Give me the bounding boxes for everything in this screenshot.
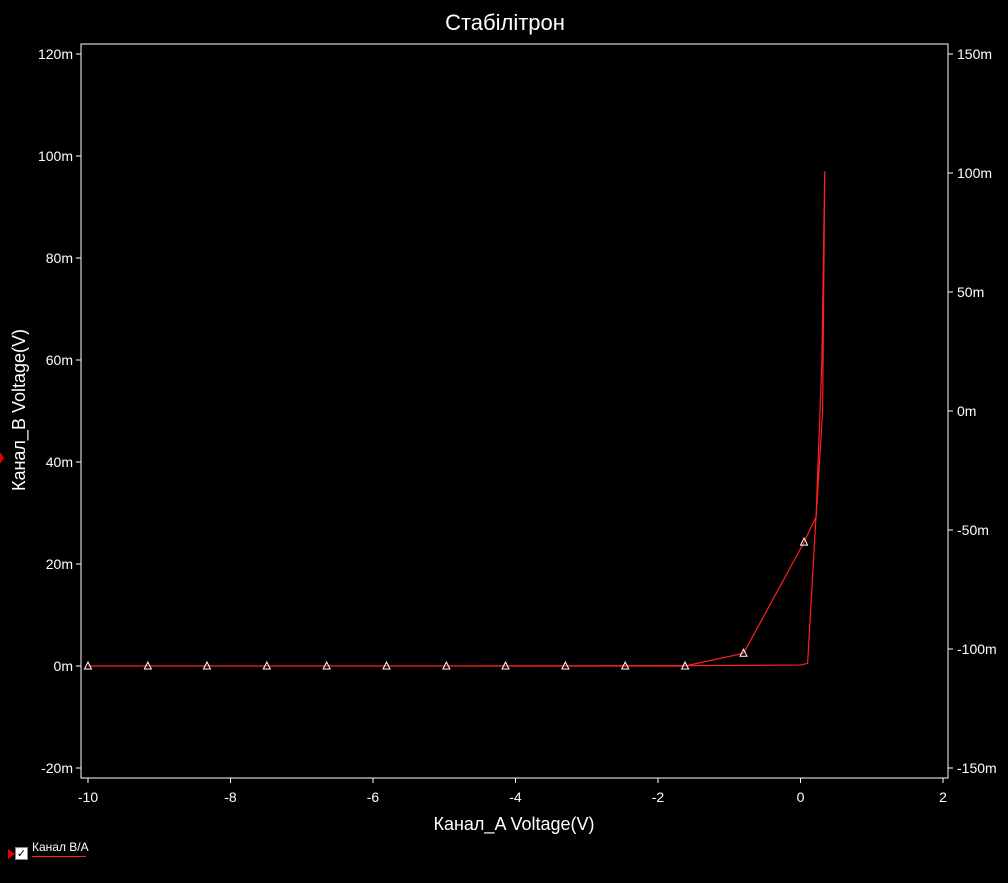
y2-tick-label: -100m	[957, 641, 997, 657]
series-group	[88, 171, 826, 667]
data-point-marker	[442, 660, 451, 670]
x-axis-title: Канал_A Voltage(V)	[433, 814, 594, 835]
x-tick-label: -2	[652, 789, 665, 805]
y2-tick-label: -50m	[957, 522, 989, 538]
legend-line-swatch	[32, 856, 86, 857]
legend: ✓ Канал B/A	[8, 838, 128, 862]
y-axis-title: Канал_B Voltage(V)	[9, 329, 30, 491]
data-point-marker	[799, 536, 809, 546]
x-tick-label: -4	[509, 789, 522, 805]
y-tick-label: 40m	[46, 454, 73, 470]
y-axis-right: -150m -100m -50m 0m 50m 100m 150m	[948, 46, 997, 776]
x-tick-label: -8	[224, 789, 237, 805]
y-axis-marker-icon	[0, 452, 4, 464]
y-tick-label: 0m	[54, 658, 73, 674]
x-tick-label: -10	[78, 789, 98, 805]
data-point-marker	[501, 660, 510, 670]
data-point-marker	[620, 660, 630, 670]
y-tick-label: 20m	[46, 556, 73, 572]
y-tick-label: 60m	[46, 352, 73, 368]
data-point-marker	[83, 660, 93, 670]
legend-label: Канал B/A	[32, 840, 89, 854]
x-tick-label: -6	[367, 789, 380, 805]
y2-tick-label: 100m	[957, 165, 992, 181]
y-tick-label: 100m	[38, 148, 73, 164]
legend-checkbox[interactable]: ✓	[15, 847, 28, 860]
data-point-marker	[561, 660, 570, 670]
y2-tick-label: -150m	[957, 760, 997, 776]
x-tick-label: 2	[939, 789, 947, 805]
chart-title: Стабілітрон	[445, 10, 565, 35]
y-tick-label: 120m	[38, 46, 73, 62]
marker-group	[83, 536, 809, 670]
data-point-marker	[382, 660, 391, 670]
data-point-marker	[680, 660, 690, 670]
x-axis: -10 -8 -6 -4 -2 0 2	[78, 778, 947, 805]
y2-tick-label: 150m	[957, 46, 992, 62]
data-point-marker	[739, 648, 748, 657]
data-point-marker	[143, 660, 153, 670]
y-tick-label: -20m	[41, 760, 73, 776]
y2-tick-label: 50m	[957, 284, 984, 300]
y-tick-label: 80m	[46, 250, 73, 266]
data-point-marker	[202, 660, 212, 670]
y-axis-left: -20m 0m 20m 40m 60m 80m 100m 120m	[38, 46, 81, 776]
data-point-marker	[322, 660, 331, 670]
legend-marker-icon	[8, 849, 15, 859]
y2-tick-label: 0m	[957, 403, 976, 419]
data-point-marker	[262, 660, 272, 670]
series-line	[88, 171, 826, 667]
x-tick-label: 0	[797, 789, 805, 805]
